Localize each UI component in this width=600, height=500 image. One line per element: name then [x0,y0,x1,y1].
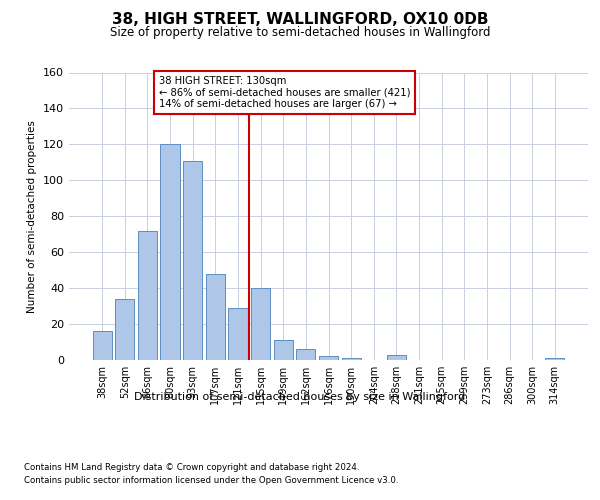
Bar [229,308,248,360]
Text: Size of property relative to semi-detached houses in Wallingford: Size of property relative to semi-detach… [110,26,490,39]
Bar [274,340,293,360]
Bar [545,358,565,360]
Text: Contains public sector information licensed under the Open Government Licence v3: Contains public sector information licen… [24,476,398,485]
Text: Distribution of semi-detached houses by size in Wallingford: Distribution of semi-detached houses by … [134,392,466,402]
Bar [387,354,406,360]
Y-axis label: Number of semi-detached properties: Number of semi-detached properties [28,120,37,312]
Bar [92,331,112,360]
Bar [115,299,134,360]
Bar [296,349,316,360]
Bar [251,288,270,360]
Text: 38 HIGH STREET: 130sqm
← 86% of semi-detached houses are smaller (421)
14% of se: 38 HIGH STREET: 130sqm ← 86% of semi-det… [159,76,410,110]
Bar [183,160,202,360]
Bar [160,144,180,360]
Bar [138,230,157,360]
Text: Contains HM Land Registry data © Crown copyright and database right 2024.: Contains HM Land Registry data © Crown c… [24,462,359,471]
Text: 38, HIGH STREET, WALLINGFORD, OX10 0DB: 38, HIGH STREET, WALLINGFORD, OX10 0DB [112,12,488,28]
Bar [206,274,225,360]
Bar [341,358,361,360]
Bar [319,356,338,360]
